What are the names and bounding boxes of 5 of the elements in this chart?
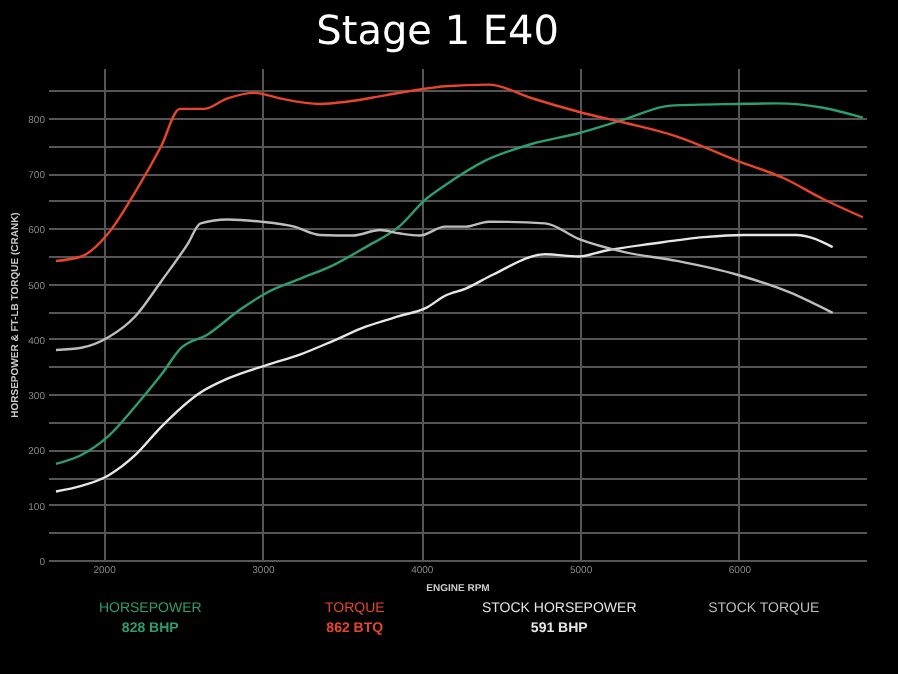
line-series [54, 218, 834, 352]
line-series [54, 233, 834, 493]
chart-title: Stage 1 E40 [316, 6, 559, 54]
line-series [54, 83, 865, 263]
line-series [54, 102, 865, 466]
